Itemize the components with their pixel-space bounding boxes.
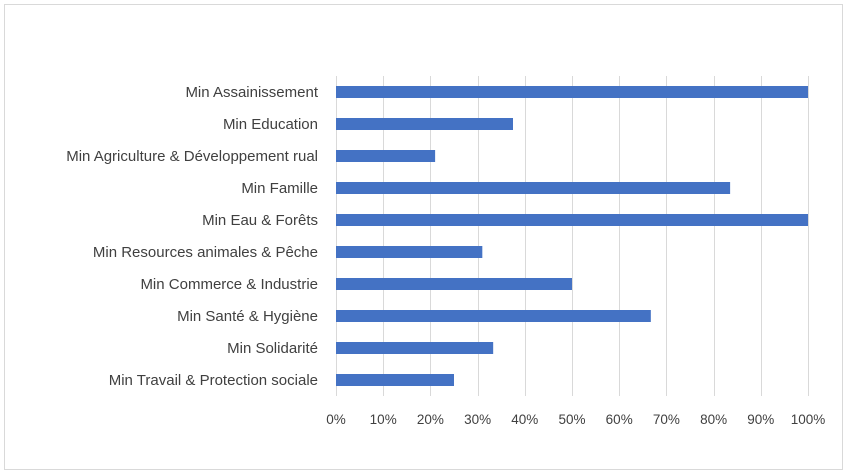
category-label: Min Education xyxy=(223,116,318,133)
x-tick-label: 10% xyxy=(370,412,397,427)
chart-frame xyxy=(4,4,843,470)
x-tick-label: 90% xyxy=(747,412,774,427)
x-tick-label: 40% xyxy=(511,412,538,427)
x-tick-label: 70% xyxy=(653,412,680,427)
category-label: Min Travail & Protection sociale xyxy=(109,372,318,389)
bar xyxy=(336,118,513,130)
category-label: Min Commerce & Industrie xyxy=(140,276,318,293)
bar xyxy=(336,310,651,322)
bar xyxy=(336,246,483,258)
x-tick-label: 30% xyxy=(464,412,491,427)
bar xyxy=(336,214,808,226)
bar xyxy=(336,182,731,194)
bar xyxy=(336,278,572,290)
bars xyxy=(336,86,808,386)
x-axis-tick-labels: 0% 10% 20% 30% 40% 50% 60% 70% 80% 90% 100% xyxy=(326,412,825,427)
x-tick-label: 80% xyxy=(700,412,727,427)
x-tick-label: 50% xyxy=(558,412,585,427)
bar xyxy=(336,342,494,354)
x-tick-label: 100% xyxy=(791,412,826,427)
category-label: Min Famille xyxy=(241,180,318,197)
bar xyxy=(336,86,808,98)
category-label: Min Resources animales & Pêche xyxy=(93,244,318,261)
bar xyxy=(336,374,454,386)
category-label: Min Agriculture & Développement rual xyxy=(66,148,318,165)
category-label: Min Eau & Forêts xyxy=(202,212,318,229)
category-labels: Min Assainissement Min Education Min Agric… xyxy=(66,84,319,389)
bar xyxy=(336,150,436,162)
category-label: Min Assainissement xyxy=(185,84,318,101)
x-tick-label: 20% xyxy=(417,412,444,427)
x-tick-label: 0% xyxy=(326,412,346,427)
x-tick-label: 60% xyxy=(606,412,633,427)
category-label: Min Santé & Hygiène xyxy=(177,308,318,325)
category-label: Min Solidarité xyxy=(227,340,318,357)
